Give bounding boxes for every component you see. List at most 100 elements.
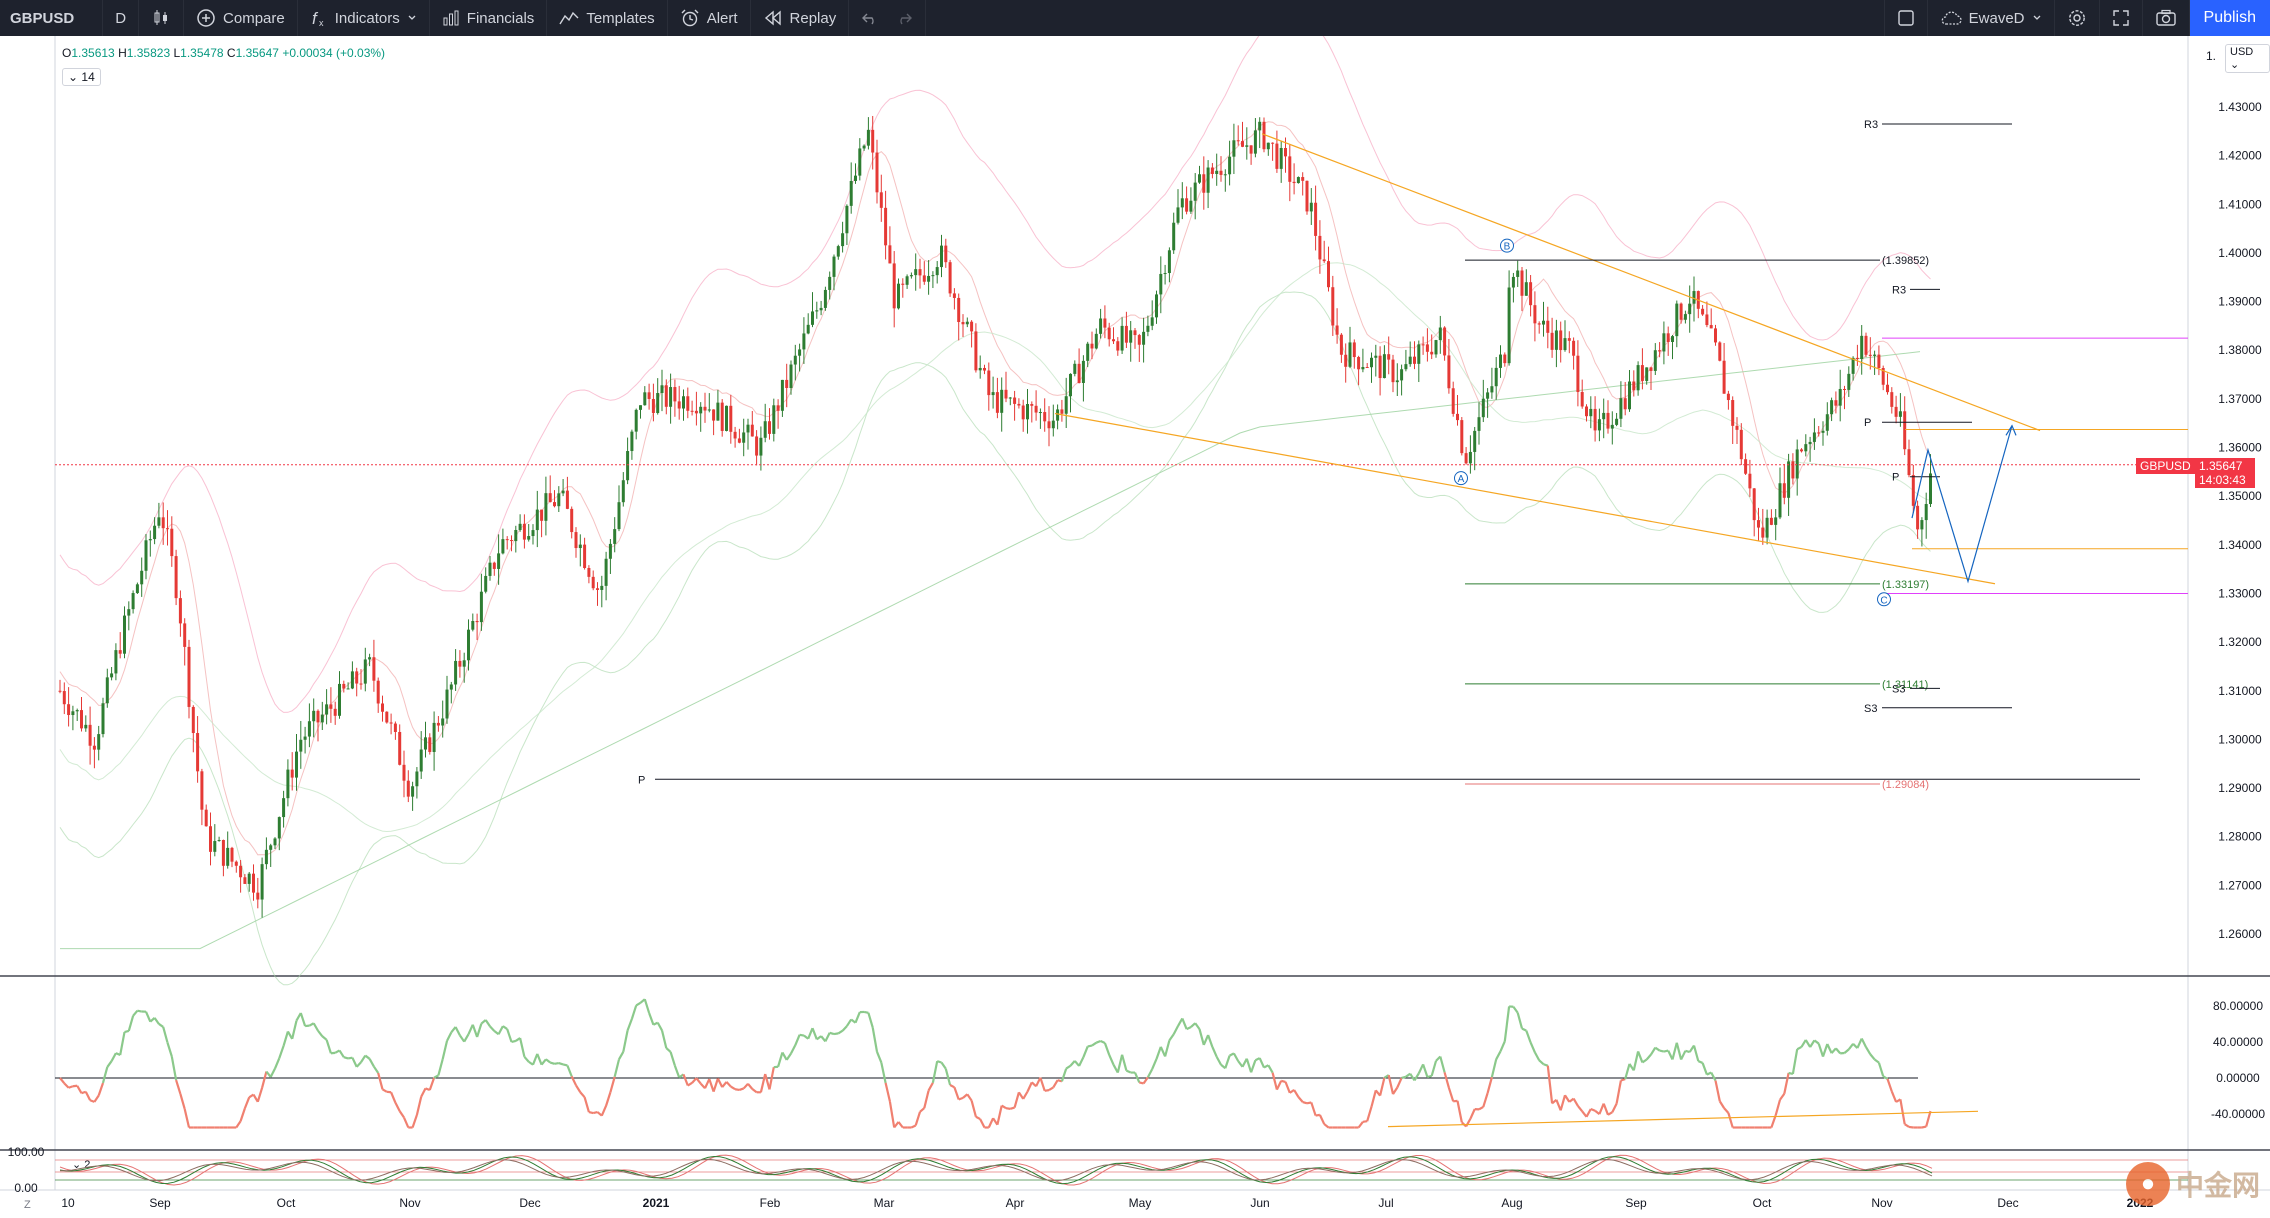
candle-body xyxy=(1206,167,1210,193)
rsi-segment xyxy=(179,1093,186,1110)
chart-style-button[interactable] xyxy=(139,0,185,36)
last-price-value: 1.35647 xyxy=(2199,459,2243,473)
redo-button[interactable] xyxy=(883,0,927,36)
rsi-segment xyxy=(321,1035,328,1041)
candle-body xyxy=(1236,140,1240,142)
snapshot-button[interactable] xyxy=(2143,0,2190,36)
candle-body xyxy=(729,405,733,432)
candle-body xyxy=(755,436,759,456)
time-tick-label: Sep xyxy=(1625,1196,1647,1210)
candle-body xyxy=(1120,325,1124,351)
candle-body xyxy=(1150,317,1154,326)
rsi-segment xyxy=(1026,1081,1033,1093)
watermark: ● 中金网 xyxy=(2125,1162,2260,1206)
rsi-segment xyxy=(97,1082,105,1096)
candle-body xyxy=(905,276,909,285)
candle-body xyxy=(621,480,625,503)
watermark-logo-icon: 中金网 xyxy=(2175,1170,2260,1201)
candle-body xyxy=(350,671,354,689)
rsi-segment xyxy=(93,1094,100,1103)
candle-body xyxy=(157,517,161,526)
alert-button[interactable]: Alert xyxy=(668,0,751,36)
layout-select-button[interactable] xyxy=(1883,0,1928,36)
indicator-length-badge[interactable]: ⌄ 14 xyxy=(62,68,101,86)
candle-body xyxy=(1610,424,1614,429)
close-value: 1.35647 xyxy=(235,46,279,60)
fullscreen-button[interactable] xyxy=(2100,0,2143,36)
rsi-segment xyxy=(1585,1108,1592,1118)
candle-body xyxy=(269,845,273,850)
rsi-segment xyxy=(673,1065,681,1078)
candle-body xyxy=(858,148,862,176)
publish-button[interactable]: Publish xyxy=(2189,0,2270,36)
bar-chart-icon xyxy=(443,10,459,26)
candle-body xyxy=(1572,340,1576,356)
price-tick-label: 1.31000 xyxy=(2218,684,2262,698)
rsi-segment xyxy=(816,1035,822,1041)
chart-canvas[interactable]: (1.39852)(1.33197)(1.31141)(1.29084)R3R3… xyxy=(0,36,2270,1218)
rsi-segment xyxy=(183,1108,191,1128)
templates-button[interactable]: Templates xyxy=(547,0,668,36)
candle-body xyxy=(1722,360,1726,394)
rsi-segment xyxy=(1843,1048,1850,1054)
candle-body xyxy=(1322,259,1326,262)
rsi-segment xyxy=(377,1072,384,1090)
currency-select[interactable]: USD ⌄ xyxy=(2225,44,2270,73)
rsi-segment xyxy=(299,1012,307,1027)
rsi-segment xyxy=(1598,1103,1605,1115)
rsi-segment xyxy=(261,1071,268,1089)
pivot-r3-label: R3 xyxy=(1892,284,1906,296)
rsi-segment xyxy=(540,1058,547,1066)
rsi-segment xyxy=(1379,1077,1386,1096)
rsi-segment xyxy=(273,1057,281,1069)
candle-body xyxy=(866,129,870,146)
rsi-segment xyxy=(1245,1058,1253,1073)
wave-marker xyxy=(1454,471,1468,486)
interval-button[interactable]: D xyxy=(103,0,140,36)
candle-body xyxy=(1262,121,1266,150)
rsi-segment xyxy=(1908,1125,1914,1129)
candle-body xyxy=(901,283,905,285)
rsi-segment xyxy=(124,1029,130,1034)
candle-body xyxy=(1731,400,1735,426)
candle-body xyxy=(191,706,195,734)
replay-button[interactable]: Replay xyxy=(751,0,850,36)
candle-body xyxy=(518,523,522,530)
candle-body xyxy=(1675,303,1679,337)
candle-body xyxy=(600,585,604,590)
candle-body xyxy=(1026,404,1029,420)
save-layout-button[interactable]: EwaveD xyxy=(1928,0,2055,36)
candle-body xyxy=(561,490,565,494)
rsi-segment xyxy=(1387,1074,1395,1095)
rsi-segment xyxy=(1723,1107,1730,1114)
rsi-segment xyxy=(458,1034,466,1043)
rsi-segment xyxy=(291,1020,298,1040)
rsi-segment xyxy=(1817,1043,1825,1057)
candle-body xyxy=(1447,355,1451,389)
candle-body xyxy=(918,269,922,276)
candle-body xyxy=(970,321,974,332)
rsi-segment xyxy=(1198,1028,1205,1046)
rsi-segment xyxy=(489,1025,496,1032)
settings-button[interactable] xyxy=(2055,0,2100,36)
candle-body xyxy=(393,723,397,732)
rsi-segment xyxy=(243,1096,251,1109)
candle-body xyxy=(570,508,574,533)
candle-body xyxy=(832,256,836,277)
undo-button[interactable] xyxy=(849,0,883,36)
candle-body xyxy=(342,683,346,689)
rsi-segment xyxy=(1370,1090,1377,1108)
open-value: 1.35613 xyxy=(71,46,115,60)
rsi-segment xyxy=(1447,1087,1455,1102)
financials-button[interactable]: Financials xyxy=(430,0,548,36)
candle-body xyxy=(1847,373,1851,390)
symbol-search-button[interactable]: GBPUSD xyxy=(0,0,104,36)
price-tick-label: 1.42000 xyxy=(2218,149,2262,163)
rsi-segment xyxy=(519,1037,526,1058)
candle-body xyxy=(995,392,999,413)
compare-button[interactable]: Compare xyxy=(184,0,298,36)
candle-body xyxy=(1133,330,1137,336)
rsi-segment xyxy=(1804,1039,1812,1048)
candle-body xyxy=(1830,400,1834,415)
